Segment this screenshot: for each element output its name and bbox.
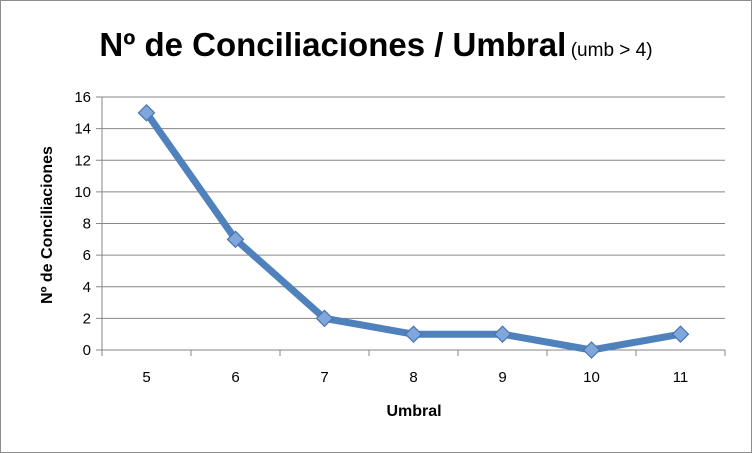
data-point-5 (137, 103, 156, 122)
data-point-8 (404, 325, 423, 344)
data-point-6 (226, 230, 245, 249)
y-tick-label-10: 10 (74, 184, 91, 201)
data-point-9 (493, 325, 512, 344)
x-tick-label-9: 9 (498, 369, 506, 386)
chart-title-main: Nº de Conciliaciones / Umbral (99, 26, 567, 63)
x-tick-label-7: 7 (320, 369, 328, 386)
y-tick-label-2: 2 (83, 310, 91, 327)
chart-subtitle: (umb > 4) (570, 40, 653, 61)
y-tick-label-8: 8 (83, 216, 91, 233)
y-tick-label-16: 16 (74, 89, 91, 106)
series-line-0 (143, 109, 684, 354)
x-tick-label-8: 8 (409, 369, 417, 386)
x-axis-title: Umbral (386, 403, 441, 420)
y-tick-label-14: 14 (74, 121, 91, 138)
axes (96, 96, 726, 356)
data-point-10 (582, 341, 601, 359)
x-tick-label-10: 10 (583, 369, 600, 386)
y-tick-label-6: 6 (83, 247, 91, 264)
data-point-7 (315, 309, 334, 328)
y-axis-title: Nº de Conciliaciones (39, 146, 56, 304)
y-tick-label-0: 0 (83, 342, 91, 359)
data-point-11 (671, 325, 690, 344)
chart-title: Nº de Conciliaciones / Umbral (umb > 4) (0, 26, 752, 64)
x-tick-label-11: 11 (673, 369, 689, 386)
y-tick-label-4: 4 (83, 279, 91, 296)
x-tick-labels: 5 6 7 8 9 10 11 (142, 369, 688, 386)
x-tick-label-6: 6 (231, 369, 239, 386)
y-tick-label-12: 12 (74, 152, 91, 169)
series-layer (137, 103, 690, 359)
y-tick-labels: 0 2 4 6 8 10 12 14 16 (74, 89, 91, 359)
x-tick-label-5: 5 (142, 369, 150, 386)
gridlines (102, 96, 725, 319)
